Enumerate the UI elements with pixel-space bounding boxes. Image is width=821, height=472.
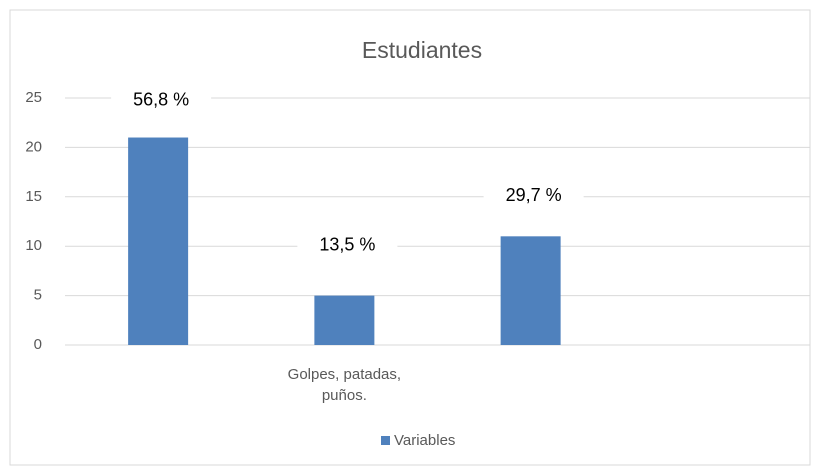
y-tick-label: 25 [25, 89, 42, 106]
bar [500, 236, 561, 345]
y-tick-label: 15 [25, 188, 42, 205]
y-tick-label: 5 [34, 287, 42, 304]
x-tick-label: Golpes, patadas, puños. [288, 366, 401, 404]
y-tick-label: 0 [34, 336, 42, 353]
annotation-bg [297, 231, 398, 260]
chart-title: Estudiantes [362, 37, 482, 63]
annotation: 29,7 % [506, 185, 562, 205]
y-tick-label: 20 [25, 138, 42, 155]
legend-swatch [381, 436, 390, 445]
annotation-bg [111, 86, 212, 115]
annotation: 56,8 % [133, 89, 189, 109]
legend-label: Variables [394, 432, 455, 449]
bar [128, 137, 189, 345]
bar [314, 295, 375, 345]
annotation: 13,5 % [319, 234, 375, 254]
y-tick-label: 10 [25, 237, 42, 254]
annotation-bg [483, 182, 584, 211]
